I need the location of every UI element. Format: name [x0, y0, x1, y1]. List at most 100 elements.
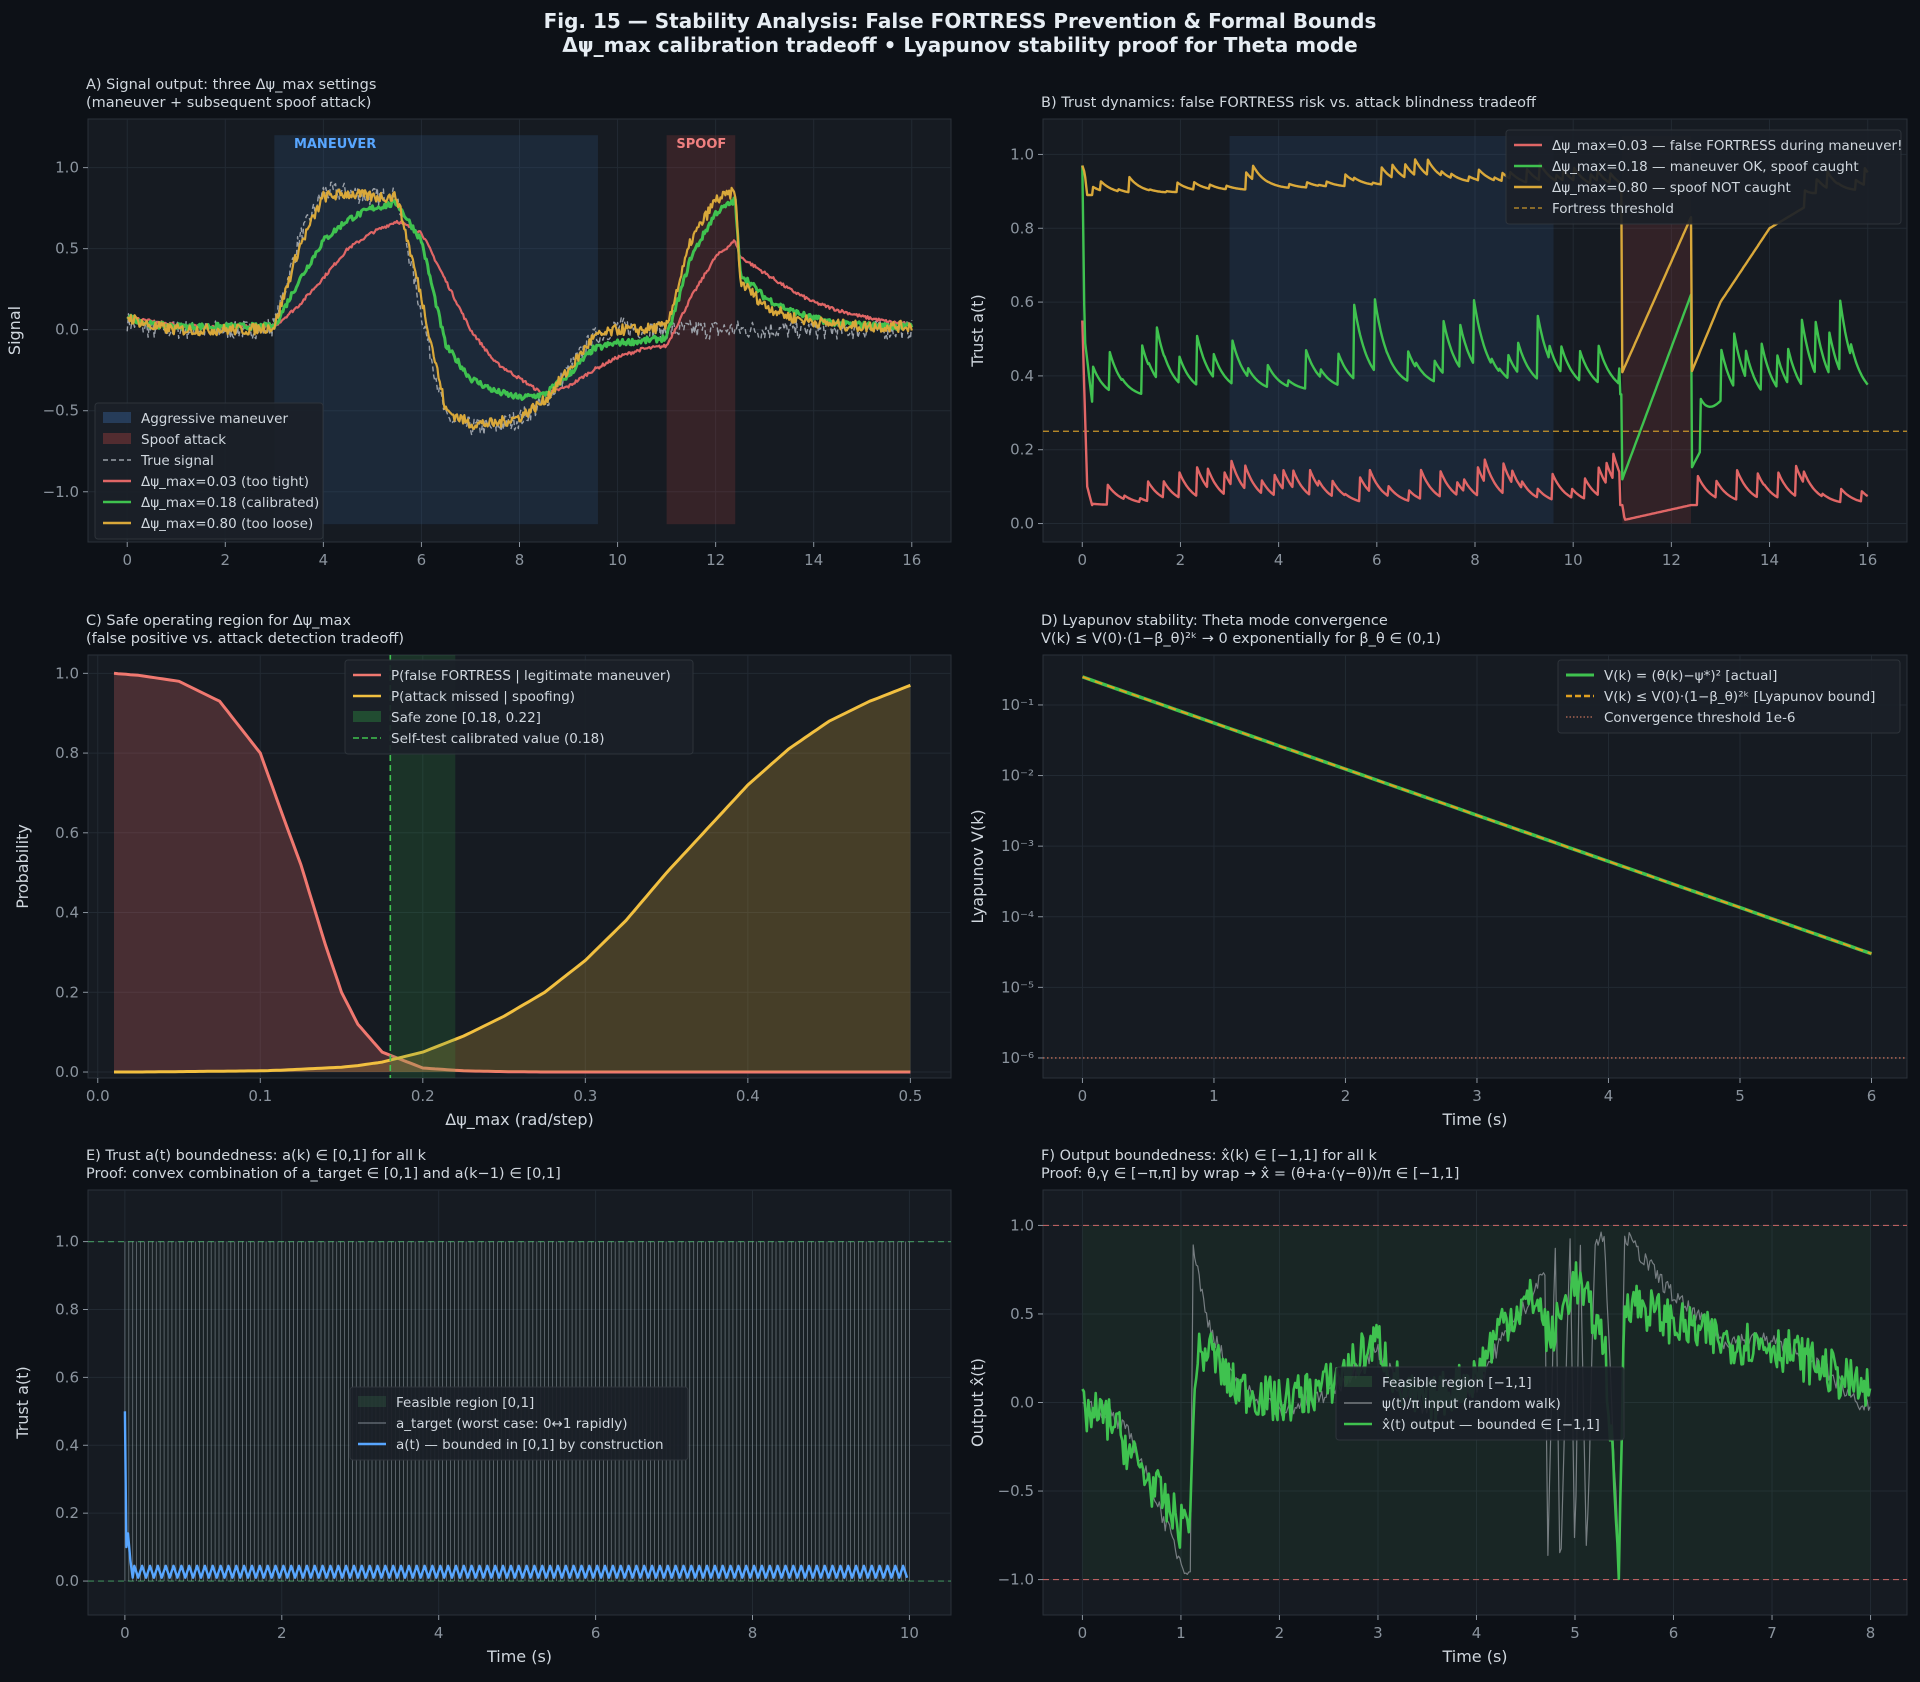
y-tick-label: 0.4 [1010, 367, 1034, 385]
panel-subtitle: (false positive vs. attack detection tra… [86, 631, 404, 647]
series-line-3 [126, 186, 913, 430]
panel-C: 0.0 0.1 0.2 0.3 0.4 0.5 0.0 0.2 0.4 0.6 0.8 1.0 C) S… [13, 613, 952, 1130]
x-tick-label: 8 [1866, 1624, 1876, 1642]
panel-title: A) Signal output: three Δψ_max settings [86, 77, 376, 93]
x-axis-label: Time (s) [1441, 1647, 1507, 1666]
x-tick-label: 6 [417, 551, 427, 569]
y-tick-label: 10⁻⁴ [1001, 908, 1034, 926]
legend-swatch [353, 711, 381, 722]
legend-label: a(t) — bounded in [0,1] by construction [396, 1437, 664, 1453]
y-tick-label: 0.0 [1010, 515, 1034, 533]
y-tick-label: 0.5 [55, 240, 79, 258]
x-tick-label: 3 [1472, 1087, 1482, 1105]
y-tick-label: 1.0 [55, 664, 79, 682]
legend-label: V(k) = (θ(k)−ψ*)² [actual] [1604, 668, 1777, 684]
y-tick-label: 0.6 [1010, 293, 1034, 311]
legend-label: Convergence threshold 1e-6 [1604, 710, 1796, 726]
legend-frame [1505, 129, 1902, 225]
probability-line-1 [114, 683, 911, 1074]
x-tick-label: 4 [319, 551, 329, 569]
legend-frame [349, 1386, 689, 1461]
y-tick-label: 0.4 [55, 1436, 79, 1454]
panel-F: 0 1 2 3 4 5 6 7 8 −1.0 −0.5 0.0 0.5 1.0 F) Output boun… [968, 1148, 1908, 1666]
x-tick-label: 14 [804, 551, 823, 569]
y-tick-label: 1.0 [1010, 1216, 1034, 1234]
legend-swatch [103, 433, 131, 444]
y-tick-label: 0.8 [55, 744, 79, 762]
x-tick-label: 2 [1176, 551, 1186, 569]
legend-swatch [1344, 1376, 1372, 1387]
legend-frame [1557, 659, 1901, 734]
x-tick-label: 5 [1570, 1624, 1580, 1642]
maneuver-region [274, 135, 598, 525]
panels: 0 2 4 6 8 10 12 14 16−1.0−0.50.00.51.0A) Signal … [5, 77, 1908, 1666]
legend-swatch [358, 1396, 386, 1407]
x-tick-label: 2 [277, 1624, 287, 1642]
legend-label: True signal [140, 453, 214, 469]
x-tick-label: 6 [591, 1624, 601, 1642]
x-tick-label: 10 [900, 1624, 919, 1642]
y-tick-label: 0.0 [55, 321, 79, 339]
panel-subtitle: Proof: convex combination of a_target ∈ … [86, 1166, 561, 1182]
x-tick-label: 2 [1341, 1087, 1351, 1105]
x-tick-label: 16 [1858, 551, 1877, 569]
area-fill-0 [114, 673, 911, 1072]
x-axis-label: Time (s) [486, 1647, 552, 1666]
legend-frame [94, 402, 324, 540]
legend-frame [1335, 1366, 1625, 1441]
legend-label: P(attack missed | spoofing) [391, 689, 575, 705]
y-tick-label: 0.6 [55, 824, 79, 842]
x-tick-label: 7 [1767, 1624, 1777, 1642]
legend-label: Δψ_max=0.03 (too tight) [141, 474, 309, 490]
a-trust-series [123, 1411, 909, 1579]
panel-A: 0 2 4 6 8 10 12 14 16 −1.0 −0.5 0.0 0.5 1.0 A) Signal … [5, 77, 952, 569]
x-tick-label: 2 [221, 551, 231, 569]
x-tick-label: 12 [706, 551, 725, 569]
legend-frame [344, 659, 694, 755]
y-tick-label: 0.4 [55, 904, 79, 922]
maneuver-region [1229, 135, 1554, 524]
x-axis-label: Time (s) [1441, 1110, 1507, 1129]
legend-label: Δψ_max=0.18 — maneuver OK, spoof caught [1552, 159, 1859, 175]
y-axis-label: Lyapunov V(k) [968, 809, 987, 923]
x-tick-label: 0.1 [248, 1087, 272, 1105]
legend-label: Aggressive maneuver [141, 411, 288, 427]
panel-title: D) Lyapunov stability: Theta mode conver… [1041, 613, 1388, 629]
y-axis-label: Probability [13, 824, 32, 909]
panel-title: B) Trust dynamics: false FORTRESS risk v… [1041, 95, 1537, 111]
probability-line-0 [113, 671, 911, 1074]
x-tick-label: 8 [1470, 551, 1480, 569]
x-tick-label: 0 [1077, 551, 1087, 569]
x-tick-label: 0.2 [411, 1087, 435, 1105]
y-tick-label: 0.8 [55, 1300, 79, 1318]
panel-subtitle: Proof: θ,γ ∈ [−π,π] by wrap → x̂ = (θ+a·… [1041, 1166, 1459, 1182]
y-axis-label: Output x̂(t) [968, 1358, 987, 1447]
x-tick-label: 1 [1209, 1087, 1219, 1105]
legend-label: Feasible region [−1,1] [1382, 1375, 1532, 1391]
y-axis-label: Trust a(t) [968, 294, 987, 367]
trust-line-1 [1081, 165, 1869, 481]
legend-label: P(false FORTRESS | legitimate maneuver) [391, 668, 671, 684]
y-tick-label: −0.5 [998, 1482, 1034, 1500]
y-tick-label: −0.5 [43, 402, 79, 420]
legend-label: ψ(t)/π input (random walk) [1382, 1396, 1561, 1412]
x-tick-label: 14 [1760, 551, 1779, 569]
maneuver-label: MANEUVER [294, 137, 376, 152]
x-tick-label: 0 [120, 1624, 130, 1642]
legend-label: Spoof attack [141, 432, 226, 448]
x-tick-label: 8 [515, 551, 525, 569]
x-tick-label: 12 [1662, 551, 1681, 569]
x-tick-label: 16 [902, 551, 921, 569]
x-tick-label: 6 [1372, 551, 1382, 569]
figure-title: Fig. 15 — Stability Analysis: False FORT… [544, 9, 1377, 33]
x-tick-label: 0.0 [86, 1087, 110, 1105]
x-tick-label: 0.3 [573, 1087, 597, 1105]
lyapunov-bound-line [1082, 675, 1872, 955]
x-tick-label: 8 [748, 1624, 758, 1642]
legend-label: Δψ_max=0.80 — spoof NOT caught [1552, 180, 1791, 196]
y-axis-label: Signal [5, 306, 24, 355]
trust-line-0 [1081, 320, 1869, 521]
y-tick-label: −1.0 [998, 1571, 1034, 1589]
legend-label: Fortress threshold [1552, 201, 1674, 217]
y-tick-label: 0.6 [55, 1368, 79, 1386]
